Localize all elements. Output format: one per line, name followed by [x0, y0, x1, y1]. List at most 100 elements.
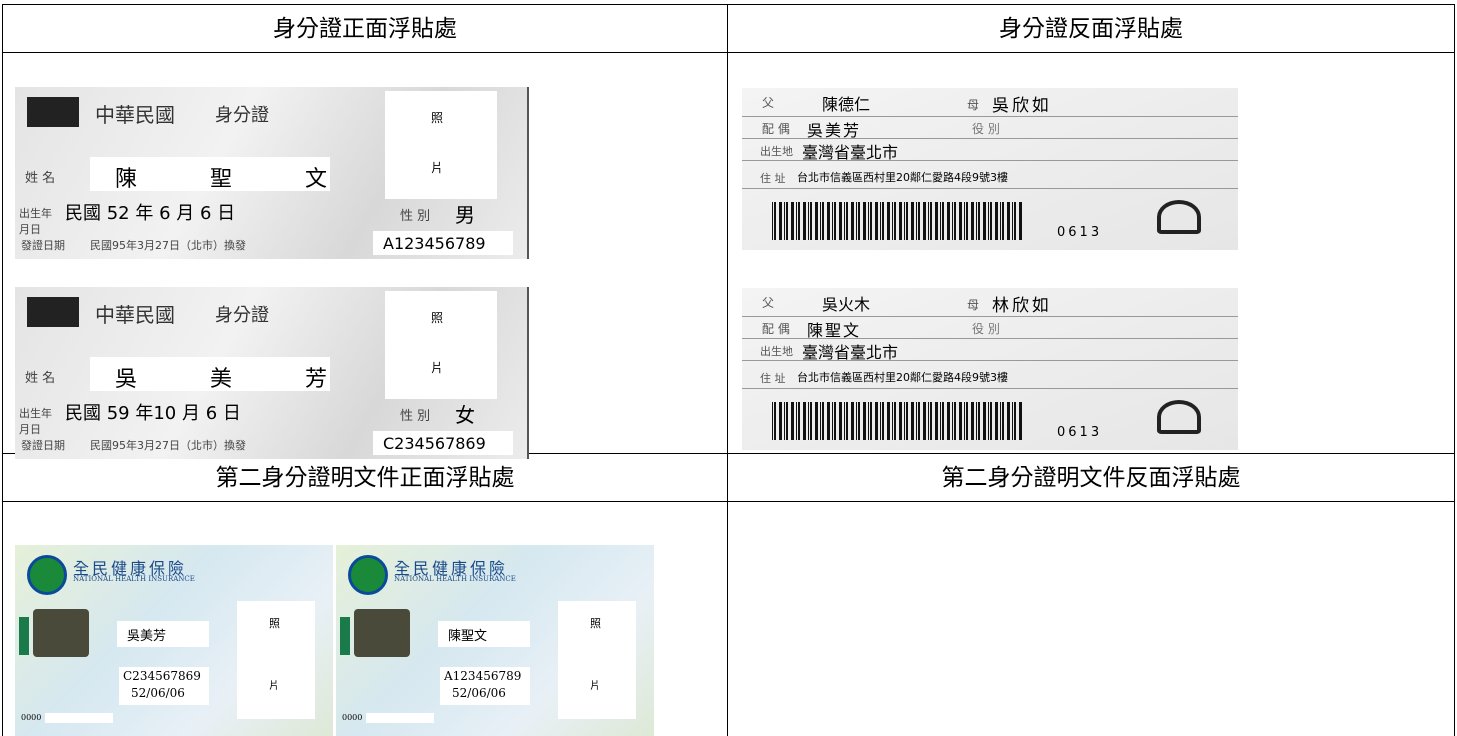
bar-stripe	[810, 202, 812, 240]
name-char: 美	[210, 367, 233, 392]
bar-stripe	[803, 202, 806, 240]
bar-stripe	[784, 402, 785, 440]
logo	[27, 555, 67, 595]
photo-box: 照片	[385, 291, 497, 399]
bar-stripe	[1000, 402, 1001, 440]
spouse: 吳美芳	[807, 121, 862, 140]
bar-stripe	[822, 202, 824, 240]
card-subtitle: NATIONAL HEALTH INSURANCE	[73, 575, 195, 583]
bar-stripe	[928, 202, 929, 240]
issue: 民國95年3月27日（北市）換發	[90, 439, 246, 452]
birthplace: 臺灣省臺北市	[802, 343, 899, 362]
bar-stripe	[976, 402, 977, 440]
bar-stripe	[954, 202, 956, 240]
field-label: 配 偶	[762, 122, 790, 136]
bar-stripe	[923, 202, 926, 240]
name-char: 吳	[115, 367, 138, 392]
border	[2, 4, 1454, 5]
bar-stripe	[923, 402, 926, 440]
barcode	[772, 202, 1027, 240]
bar-stripe	[834, 202, 836, 240]
id-box: A123456789 52/06/06	[440, 667, 530, 705]
bar-stripe	[863, 402, 866, 440]
name-box: 陳聖文	[438, 621, 530, 647]
birth: 52/06/06	[131, 686, 185, 700]
cell-header: 第二身分證明文件正面浮貼處	[215, 465, 515, 491]
field-label: 母	[967, 98, 980, 112]
bar-stripe	[918, 202, 920, 240]
bar-stripe	[988, 402, 989, 440]
bar-stripe	[911, 202, 914, 240]
bar-stripe	[971, 202, 974, 240]
border	[2, 52, 1454, 53]
emblem	[1157, 400, 1201, 434]
mother: 林欣如	[992, 296, 1052, 316]
card-title: 身分證	[215, 105, 269, 126]
bar-stripe	[839, 202, 842, 240]
photo-text: 片	[431, 161, 444, 175]
bar-stripe	[952, 202, 953, 240]
barcode	[772, 402, 1027, 440]
card-title: 全民健康保險	[394, 559, 509, 578]
bar-stripe	[1012, 402, 1013, 440]
bar-stripe	[1012, 202, 1013, 240]
card-no: 0000	[21, 713, 42, 722]
cell-header: 身分證正面浮貼處	[273, 16, 457, 42]
field-label: 出生地	[760, 145, 793, 158]
bar-stripe	[892, 402, 893, 440]
bar-stripe	[858, 202, 860, 240]
bar-stripe	[868, 202, 869, 240]
bar-stripe	[796, 202, 797, 240]
bar-stripe	[798, 202, 800, 240]
bar-stripe	[954, 402, 956, 440]
code: 0613	[1057, 425, 1103, 440]
bar-stripe	[875, 402, 878, 440]
id-card-front: 中華民國 身分證 照片姓 名 陳 聖 文出生年月日 民國 52 年 6 月 6 日 性 別 男發…	[15, 87, 529, 259]
name-box	[90, 357, 330, 391]
bar-stripe	[966, 402, 968, 440]
rule	[742, 316, 1238, 317]
bar-stripe	[772, 402, 773, 440]
field-label: 住 址	[760, 372, 786, 385]
bar-stripe	[1002, 402, 1004, 440]
bar-stripe	[916, 202, 917, 240]
bar-stripe	[846, 202, 848, 240]
bar-stripe	[803, 402, 806, 440]
border	[2, 501, 1454, 502]
bar-stripe	[820, 202, 821, 240]
photo-text: 片	[431, 361, 444, 375]
rule	[742, 360, 1238, 361]
bar-stripe	[947, 202, 950, 240]
name-char: 聖	[210, 167, 233, 192]
bar-stripe	[815, 402, 818, 440]
issue: 民國95年3月27日（北市）換發	[90, 239, 246, 252]
bar-stripe	[918, 402, 920, 440]
bar-stripe	[964, 402, 965, 440]
bar-stripe	[959, 202, 962, 240]
bar-stripe	[1014, 402, 1016, 440]
bar-stripe	[930, 402, 932, 440]
field-label: 性 別	[400, 209, 431, 224]
bar-stripe	[978, 202, 980, 240]
card-title: 身分證	[215, 305, 269, 326]
bar-stripe	[904, 402, 905, 440]
id-box: A123456789	[373, 231, 513, 255]
field-label: 姓 名	[25, 171, 56, 186]
bar-stripe	[827, 202, 830, 240]
bar-stripe	[952, 402, 953, 440]
bar-stripe	[863, 202, 866, 240]
bar-stripe	[887, 202, 890, 240]
bar-stripe	[988, 202, 989, 240]
field-label: 父	[762, 296, 775, 310]
birthplace: 臺灣省臺北市	[802, 143, 899, 162]
flag	[27, 97, 79, 127]
cell-header: 第二身分證明文件反面浮貼處	[941, 465, 1241, 491]
mother: 吳欣如	[992, 96, 1052, 116]
bar-stripe	[899, 402, 902, 440]
field-label: 父	[762, 96, 775, 110]
bar-stripe	[942, 202, 944, 240]
bar-stripe	[887, 402, 890, 440]
bar-stripe	[868, 402, 869, 440]
rule	[742, 160, 1238, 161]
border	[727, 4, 728, 736]
